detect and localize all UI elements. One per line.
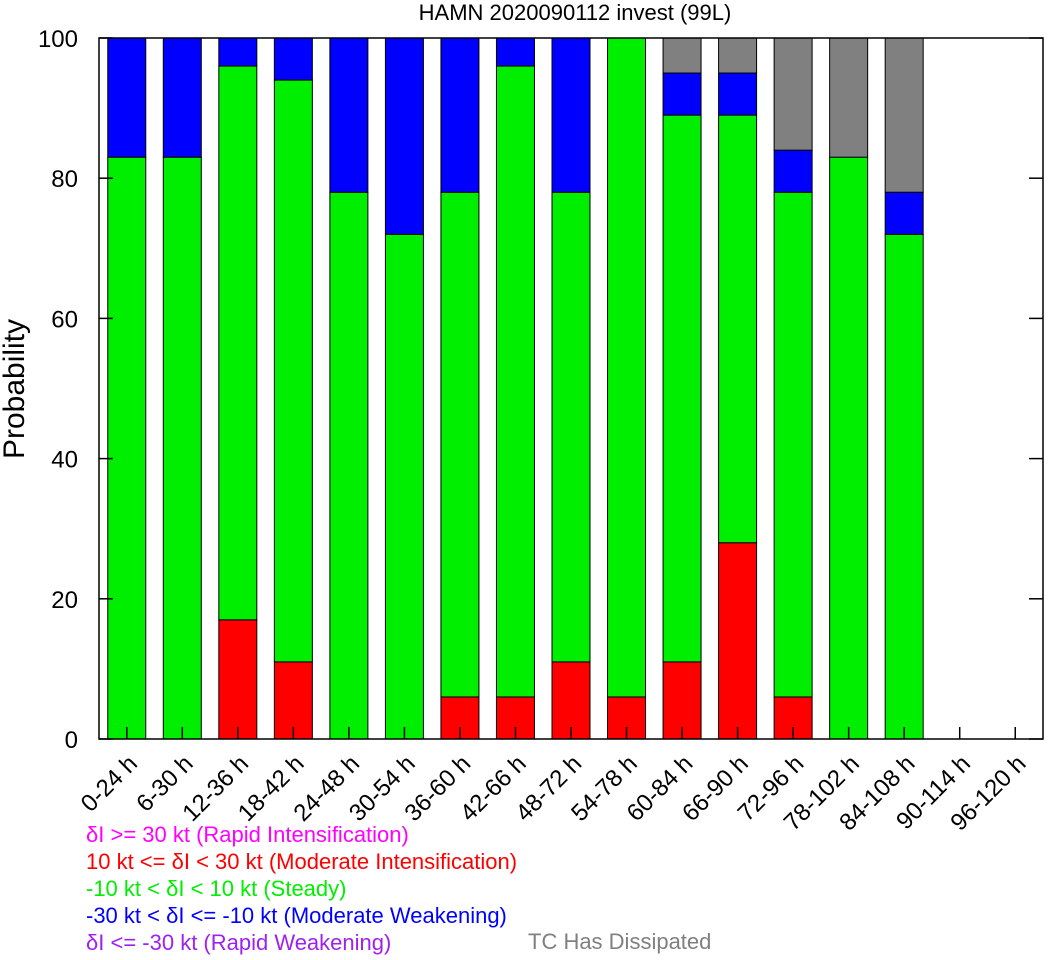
bar-segment-42-66-h-s3	[495, 37, 535, 67]
y-tick-label: 0	[65, 727, 78, 754]
bar-segment-60-84-h-s1	[662, 661, 702, 740]
y-tick-label: 60	[51, 306, 78, 333]
bar-segment-84-108-h-s3	[884, 191, 924, 235]
x-tick-label: 0-24 h	[76, 750, 143, 817]
bar-segment-48-72-h-s3	[551, 37, 591, 193]
bar-segment-60-84-h-s5	[662, 37, 702, 74]
bar-segment-42-66-h-s2	[495, 65, 535, 698]
bar-segment-66-90-h-s5	[718, 37, 758, 74]
legend-entry-steady: -10 kt < δI < 10 kt (Steady)	[86, 876, 347, 901]
bar-segment-36-60-h-s3	[440, 37, 480, 193]
bar-segment-72-96-h-s2	[773, 191, 813, 698]
bar-segment-12-36-h-s2	[218, 65, 258, 621]
bar-segment-24-48-h-s2	[329, 191, 369, 740]
bar-segment-18-42-h-s3	[273, 37, 313, 81]
bar-segment-12-36-h-s3	[218, 37, 258, 67]
bar-segment-6-30-h-s3	[162, 37, 202, 158]
bar-segment-0-24-h-s3	[107, 37, 147, 158]
legend: δI >= 30 kt (Rapid Intensification) 10 k…	[86, 821, 517, 956]
legend-entry-rapid-weakening: δI <= -30 kt (Rapid Weakening)	[86, 930, 392, 955]
bars-group	[107, 37, 1035, 740]
y-tick-label: 20	[51, 587, 78, 614]
bar-segment-12-36-h-s1	[218, 619, 258, 740]
bar-segment-78-102-h-s5	[829, 37, 869, 158]
bar-segment-78-102-h-s2	[829, 156, 869, 740]
bar-segment-48-72-h-s2	[551, 191, 591, 663]
bar-segment-84-108-h-s5	[884, 37, 924, 193]
bar-segment-60-84-h-s3	[662, 72, 702, 116]
bar-segment-24-48-h-s3	[329, 37, 369, 193]
bar-segment-36-60-h-s2	[440, 191, 480, 698]
legend-entry-moderate-weakening: -30 kt < δI <= -10 kt (Moderate Weakenin…	[86, 903, 507, 928]
legend-entry-dissipated: TC Has Dissipated	[528, 929, 712, 954]
chart-title: HAMN 2020090112 invest (99L)	[419, 0, 732, 25]
y-tick-label: 80	[51, 166, 78, 193]
bar-segment-72-96-h-s5	[773, 37, 813, 151]
bar-segment-48-72-h-s1	[551, 661, 591, 740]
bar-segment-0-24-h-s2	[107, 156, 147, 740]
y-axis: 0 20 40 60 80 100	[38, 26, 1043, 754]
bar-segment-18-42-h-s2	[273, 79, 313, 663]
bar-segment-6-30-h-s2	[162, 156, 202, 740]
bar-segment-18-42-h-s1	[273, 661, 313, 740]
legend-entry-moderate-intensification: 10 kt <= δI < 30 kt (Moderate Intensific…	[86, 849, 518, 874]
x-axis: 0-24 h6-30 h12-36 h18-42 h24-48 h30-54 h…	[76, 727, 1031, 836]
bar-segment-60-84-h-s2	[662, 114, 702, 663]
bar-segment-54-78-h-s2	[607, 37, 647, 698]
bar-segment-72-96-h-s3	[773, 149, 813, 193]
bar-segment-66-90-h-s2	[718, 114, 758, 544]
y-axis-label: Probability	[0, 319, 31, 459]
bar-segment-30-54-h-s2	[384, 233, 424, 740]
bar-segment-30-54-h-s3	[384, 37, 424, 235]
bar-segment-66-90-h-s1	[718, 542, 758, 740]
y-tick-label: 100	[38, 26, 78, 53]
legend-entry-rapid-intensification: δI >= 30 kt (Rapid Intensification)	[86, 822, 409, 847]
y-tick-label: 40	[51, 447, 78, 474]
bar-segment-84-108-h-s2	[884, 233, 924, 740]
bar-segment-66-90-h-s3	[718, 72, 758, 116]
